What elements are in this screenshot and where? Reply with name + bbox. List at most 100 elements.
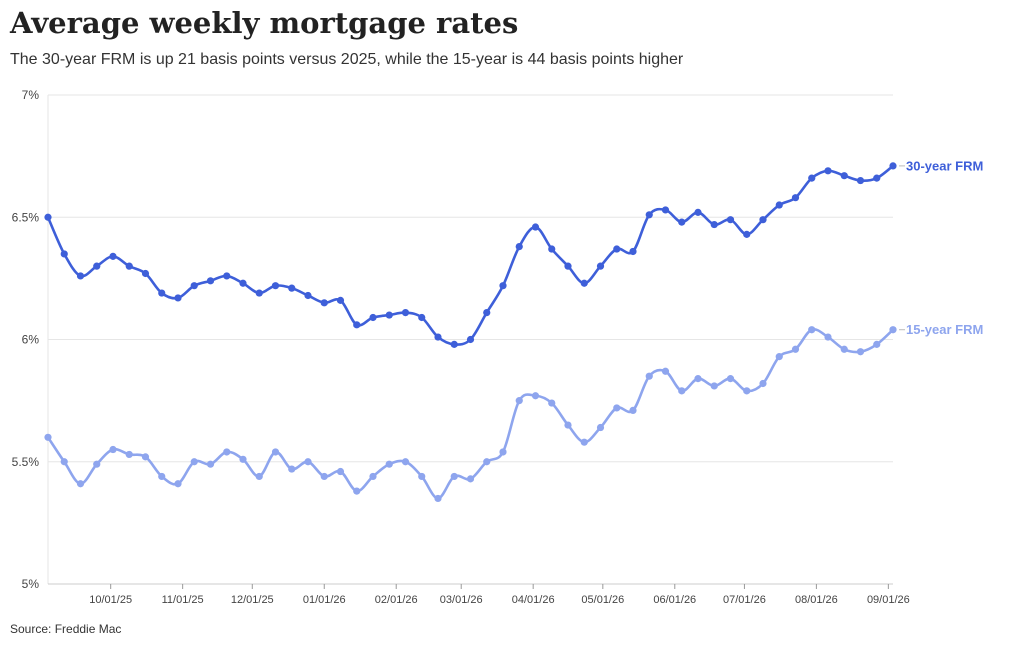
data-point-15-year-frm[interactable] [856,348,865,356]
data-point-15-year-frm[interactable] [743,387,751,395]
data-point-15-year-frm[interactable] [645,372,653,380]
data-point-30-year-frm[interactable] [304,291,312,300]
data-point-15-year-frm[interactable] [271,448,280,456]
data-point-30-year-frm[interactable] [141,269,150,278]
data-point-15-year-frm[interactable] [775,353,783,361]
data-point-30-year-frm[interactable] [401,309,410,317]
data-point-30-year-frm[interactable] [629,247,637,256]
data-point-30-year-frm[interactable] [791,194,800,202]
data-point-15-year-frm[interactable] [694,375,702,383]
data-point-15-year-frm[interactable] [60,458,68,466]
data-point-30-year-frm[interactable] [889,162,897,170]
data-point-15-year-frm[interactable] [791,345,800,353]
data-point-15-year-frm[interactable] [824,333,832,341]
data-point-30-year-frm[interactable] [645,211,653,219]
data-point-15-year-frm[interactable] [678,387,686,395]
data-point-30-year-frm[interactable] [678,218,686,226]
data-point-15-year-frm[interactable] [174,480,182,488]
data-point-30-year-frm[interactable] [239,279,247,287]
data-point-30-year-frm[interactable] [320,299,328,307]
data-point-30-year-frm[interactable] [385,311,393,319]
data-point-15-year-frm[interactable] [531,392,540,400]
data-point-30-year-frm[interactable] [125,262,133,270]
data-point-15-year-frm[interactable] [726,375,735,383]
data-point-30-year-frm[interactable] [710,220,718,229]
data-point-15-year-frm[interactable] [548,399,556,407]
data-point-15-year-frm[interactable] [596,423,605,432]
data-point-15-year-frm[interactable] [44,433,52,441]
data-point-15-year-frm[interactable] [93,460,101,468]
data-point-15-year-frm[interactable] [434,494,442,503]
data-point-15-year-frm[interactable] [76,480,85,488]
data-point-30-year-frm[interactable] [353,321,361,329]
data-point-15-year-frm[interactable] [320,472,328,481]
data-point-15-year-frm[interactable] [190,458,198,466]
data-point-15-year-frm[interactable] [304,458,312,466]
data-point-30-year-frm[interactable] [824,167,832,175]
data-point-30-year-frm[interactable] [369,313,377,322]
data-point-30-year-frm[interactable] [466,335,475,344]
data-point-15-year-frm[interactable] [840,345,848,353]
data-point-30-year-frm[interactable] [743,230,751,238]
data-point-30-year-frm[interactable] [109,252,117,260]
data-point-15-year-frm[interactable] [450,472,458,481]
data-point-30-year-frm[interactable] [434,333,442,341]
data-point-15-year-frm[interactable] [158,472,166,481]
data-point-15-year-frm[interactable] [369,472,377,481]
data-point-15-year-frm[interactable] [255,472,263,481]
data-point-30-year-frm[interactable] [44,213,52,221]
data-point-15-year-frm[interactable] [483,458,491,466]
data-point-15-year-frm[interactable] [889,326,897,334]
data-point-30-year-frm[interactable] [580,279,588,287]
data-point-15-year-frm[interactable] [466,475,475,483]
data-point-30-year-frm[interactable] [93,262,101,270]
data-point-30-year-frm[interactable] [158,289,166,297]
data-point-30-year-frm[interactable] [418,313,426,322]
data-point-30-year-frm[interactable] [564,262,572,270]
data-point-30-year-frm[interactable] [174,294,182,302]
data-point-30-year-frm[interactable] [450,340,458,348]
data-point-30-year-frm[interactable] [548,245,556,253]
data-point-15-year-frm[interactable] [710,382,718,390]
data-point-30-year-frm[interactable] [531,223,540,231]
data-point-30-year-frm[interactable] [856,176,865,185]
data-point-15-year-frm[interactable] [206,460,215,468]
data-point-30-year-frm[interactable] [288,284,296,292]
data-point-30-year-frm[interactable] [515,242,523,251]
data-point-15-year-frm[interactable] [418,472,426,481]
data-point-15-year-frm[interactable] [288,465,296,473]
data-point-30-year-frm[interactable] [596,262,605,270]
data-point-15-year-frm[interactable] [385,460,393,468]
data-point-15-year-frm[interactable] [125,450,133,459]
data-point-15-year-frm[interactable] [336,467,345,476]
data-point-30-year-frm[interactable] [613,245,621,253]
data-point-30-year-frm[interactable] [255,289,263,297]
data-point-15-year-frm[interactable] [141,453,150,461]
data-point-15-year-frm[interactable] [564,421,572,429]
data-point-30-year-frm[interactable] [694,208,702,216]
data-point-15-year-frm[interactable] [873,340,881,348]
data-point-15-year-frm[interactable] [613,404,621,412]
data-point-15-year-frm[interactable] [109,445,117,454]
data-point-15-year-frm[interactable] [629,406,637,415]
data-point-30-year-frm[interactable] [206,277,215,285]
data-point-15-year-frm[interactable] [759,379,767,388]
data-point-30-year-frm[interactable] [76,272,85,280]
data-point-15-year-frm[interactable] [808,326,816,334]
data-point-30-year-frm[interactable] [499,282,507,290]
data-point-30-year-frm[interactable] [60,250,68,258]
data-point-30-year-frm[interactable] [808,174,816,182]
data-point-30-year-frm[interactable] [190,282,198,290]
data-point-30-year-frm[interactable] [840,172,848,180]
data-point-30-year-frm[interactable] [223,272,231,280]
data-point-15-year-frm[interactable] [661,367,670,375]
data-point-30-year-frm[interactable] [271,282,280,290]
data-point-15-year-frm[interactable] [239,455,247,463]
data-point-15-year-frm[interactable] [401,458,410,466]
data-point-30-year-frm[interactable] [336,296,345,304]
data-point-15-year-frm[interactable] [223,448,231,456]
data-point-30-year-frm[interactable] [759,216,767,224]
data-point-30-year-frm[interactable] [775,201,783,209]
data-point-30-year-frm[interactable] [726,216,735,224]
data-point-30-year-frm[interactable] [873,174,881,182]
